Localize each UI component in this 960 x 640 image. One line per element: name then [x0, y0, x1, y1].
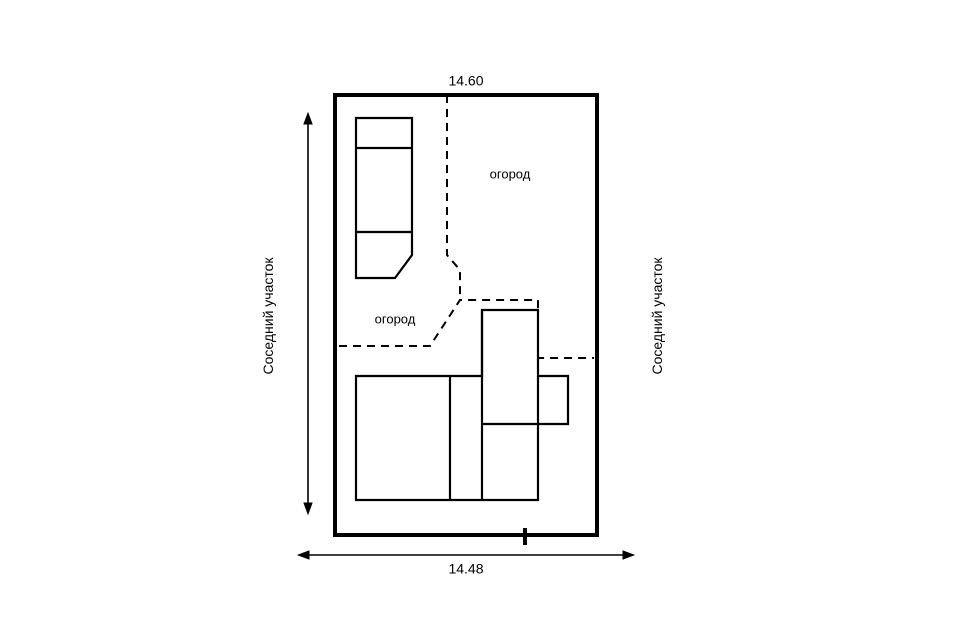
left-neighbor-label: Соседний участок [260, 257, 276, 375]
label-garden-right: огород [490, 166, 531, 181]
right-neighbor-label: Соседний участок [649, 257, 665, 375]
shed-outline [356, 118, 412, 278]
dim-bottom-label: 14.48 [448, 561, 483, 577]
label-garden-left: огород [375, 311, 416, 326]
dim-top-label: 14.60 [448, 73, 483, 89]
